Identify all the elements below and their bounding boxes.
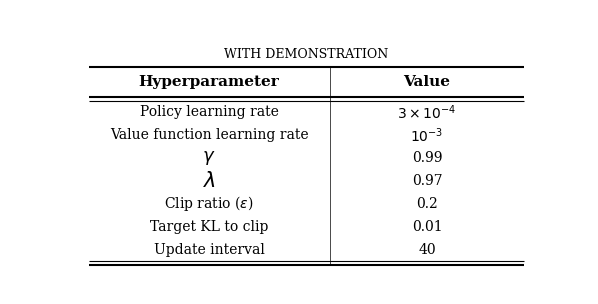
Text: Hyperparameter: Hyperparameter — [139, 75, 279, 89]
Text: Value: Value — [404, 75, 450, 89]
Text: $\gamma$: $\gamma$ — [203, 149, 216, 167]
Text: 40: 40 — [418, 243, 436, 257]
Text: Clip ratio ($\epsilon$): Clip ratio ($\epsilon$) — [164, 195, 254, 213]
Text: Value function learning rate: Value function learning rate — [110, 128, 309, 142]
Text: $3 \times 10^{-4}$: $3 \times 10^{-4}$ — [397, 103, 457, 122]
Text: Update interval: Update interval — [154, 243, 264, 257]
Text: 0.01: 0.01 — [411, 220, 443, 234]
Text: WITH DEMONSTRATION: WITH DEMONSTRATION — [224, 47, 389, 60]
Text: Target KL to clip: Target KL to clip — [150, 220, 269, 234]
Text: 0.97: 0.97 — [411, 174, 443, 188]
Text: 0.99: 0.99 — [411, 151, 443, 165]
Text: $10^{-3}$: $10^{-3}$ — [410, 126, 444, 144]
Text: $\lambda$: $\lambda$ — [203, 171, 216, 191]
Text: Policy learning rate: Policy learning rate — [140, 105, 279, 119]
Text: 0.2: 0.2 — [416, 197, 438, 211]
